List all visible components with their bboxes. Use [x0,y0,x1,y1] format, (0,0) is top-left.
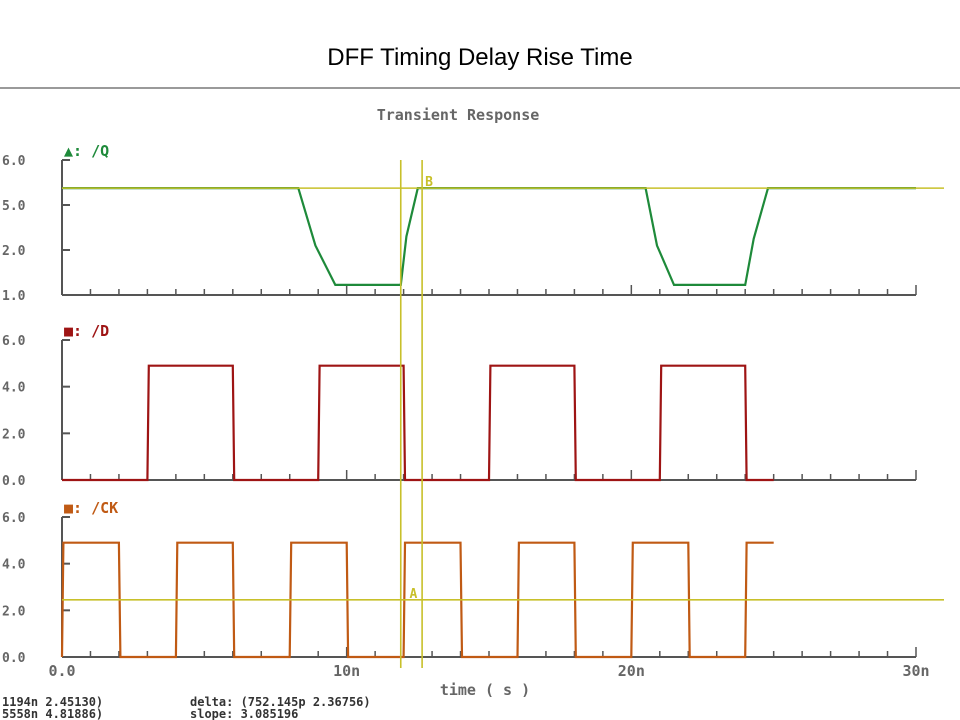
legend-entry: ■: /CK [64,499,118,517]
readout: 1194n 2.45130) delta: (752.145p 2.36756)… [2,695,371,720]
panel-ck: 6.0 4.0 2.0 0.0 ■: /CK A [2,499,944,666]
chart-title: Transient Response [377,106,540,124]
y-tick-label: 1.0 [2,289,26,304]
y-tick-label: 5.0 [2,199,26,214]
marker-point-b: B [425,175,433,190]
y-tick-label: 4.0 [2,558,26,573]
x-tick-label: 20n [618,662,645,680]
x-axis: 0.0 10n 20n 30n [48,662,929,680]
y-tick-label: 2.0 [2,244,26,259]
x-tick-label: 0.0 [48,662,75,680]
panel-d: 6.0 4.0 2.0 0.0 ■: /D [2,322,917,489]
marker-point-a: A [409,587,417,602]
transient-response-plot: Transient Response time ( s ) 6.0 5.0 2.0 1… [0,87,960,720]
readout-line2-left: 5558n 4.81886) [2,707,103,720]
y-tick-label: 0.0 [2,651,26,666]
readout-line1-right: delta: (752.145p 2.36756) [190,695,371,709]
panel-q: 6.0 5.0 2.0 1.0 ▲: /Q B [2,142,944,304]
x-axis-label: time ( s ) [440,681,530,699]
readout-line2-right: slope: 3.085196 [190,707,298,720]
y-tick-label: 2.0 [2,427,26,442]
panels-group: 6.0 5.0 2.0 1.0 ▲: /Q B 6.0 4.0 2.0 0.0 ■: /D 6.0 4.… [2,142,944,666]
series-line-d [62,364,774,482]
series-line-ck [60,541,774,659]
y-tick-label: 2.0 [2,604,26,619]
y-tick-label: 4.0 [2,381,26,396]
legend-entry: ▲: /Q [64,142,109,160]
x-tick-label: 10n [333,662,360,680]
y-tick-label: 0.0 [2,474,26,489]
cursor-lines [399,160,423,668]
y-tick-label: 6.0 [2,511,26,526]
plot-background [0,88,960,720]
legend-entry: ■: /D [64,322,109,340]
x-tick-label: 30n [902,662,929,680]
y-tick-label: 6.0 [2,334,26,349]
slide-title: DFF Timing Delay Rise Time [327,44,633,71]
readout-line1-left: 1194n 2.45130) [2,695,103,709]
y-tick-label: 6.0 [2,154,26,169]
